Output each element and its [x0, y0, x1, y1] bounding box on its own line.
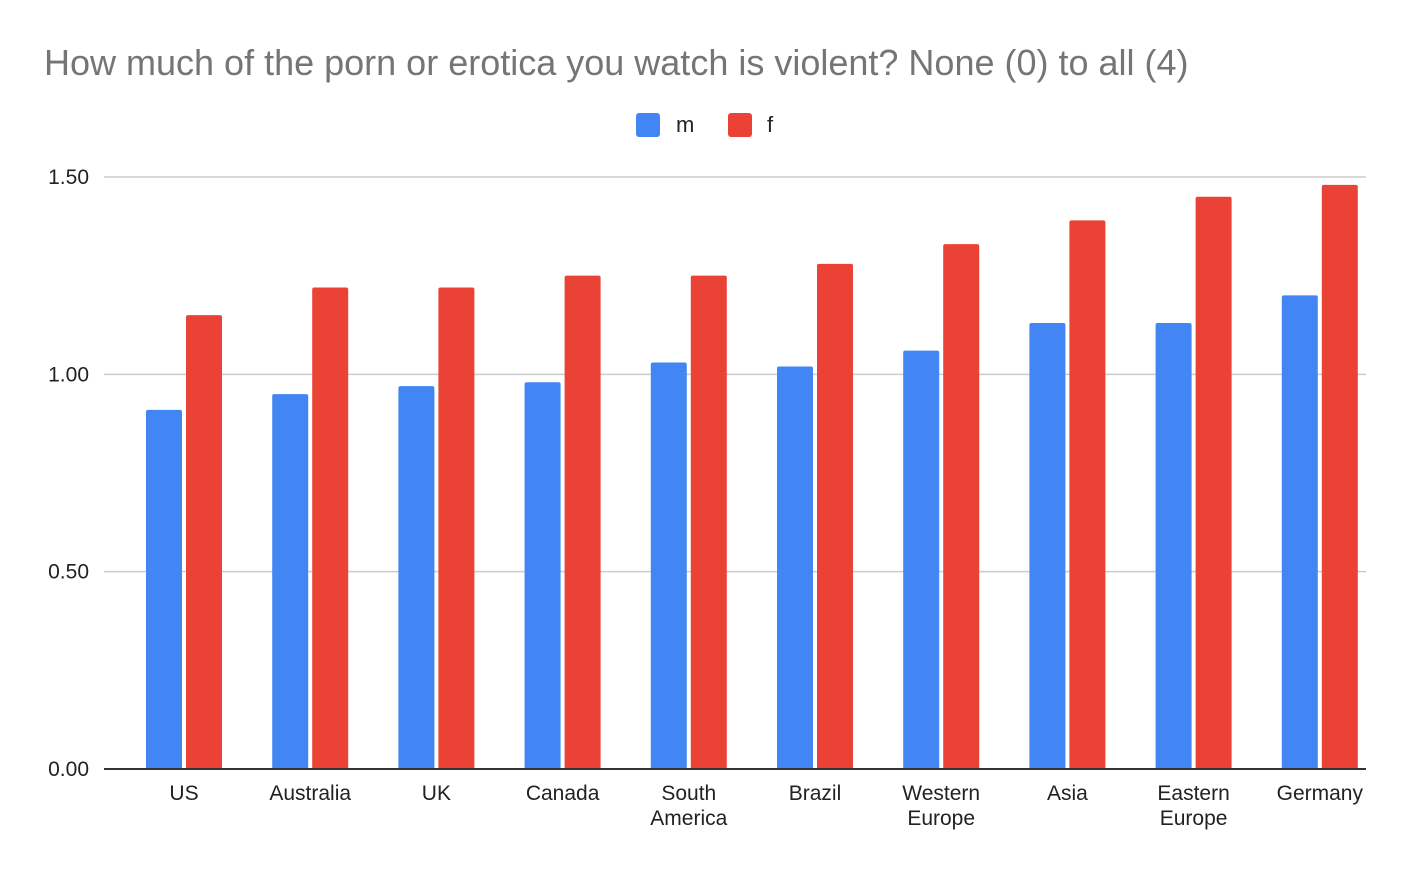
legend-label-f: f: [767, 112, 774, 137]
bar-m: [1155, 323, 1192, 769]
bar-f: [1321, 184, 1358, 770]
legend-swatch-m: [636, 113, 660, 137]
y-tick-label: 1.50: [48, 166, 89, 189]
legend-label-m: m: [676, 112, 694, 137]
bar-m: [1029, 323, 1066, 769]
bar-f: [186, 315, 222, 769]
x-category-label: Germany: [1277, 782, 1364, 805]
bar-f: [564, 275, 601, 769]
y-tick-label: 0.50: [48, 561, 89, 584]
y-tick-label: 0.00: [48, 758, 89, 781]
x-category-label: Asia: [1047, 782, 1088, 805]
bar-f: [312, 287, 349, 769]
bar-m: [777, 366, 813, 769]
x-axis-labels: US Australia UK Canada South America Brazil Wes…: [169, 782, 1363, 830]
x-category-label: Australia: [269, 782, 351, 805]
bar-m: [650, 362, 687, 769]
bar-f: [943, 244, 980, 770]
x-category-label: Brazil: [789, 782, 842, 805]
y-axis-ticks: 0.00 0.50 1.00 1.50: [48, 166, 89, 781]
bar-f: [690, 275, 727, 769]
bar-m: [1281, 295, 1318, 769]
bar-m: [524, 382, 561, 769]
bar-m: [146, 409, 182, 769]
legend-swatch-f: [728, 113, 752, 137]
x-category-label: Western Europe: [902, 782, 980, 830]
bar-m: [398, 386, 435, 769]
x-category-label: US: [169, 782, 198, 805]
x-category-label: UK: [422, 782, 451, 805]
x-category-label: Canada: [526, 782, 600, 805]
bars: [146, 184, 1358, 770]
bar-m: [272, 394, 309, 769]
bar-f: [438, 287, 475, 769]
bar-f: [817, 263, 853, 769]
chart-title: How much of the porn or erotica you watc…: [44, 42, 1189, 83]
bar-f: [1069, 220, 1106, 769]
bar-m: [903, 350, 940, 769]
x-category-label: Eastern Europe: [1157, 782, 1229, 830]
x-category-label: South America: [650, 782, 727, 830]
y-tick-label: 1.00: [48, 363, 89, 386]
bar-f: [1195, 196, 1232, 769]
